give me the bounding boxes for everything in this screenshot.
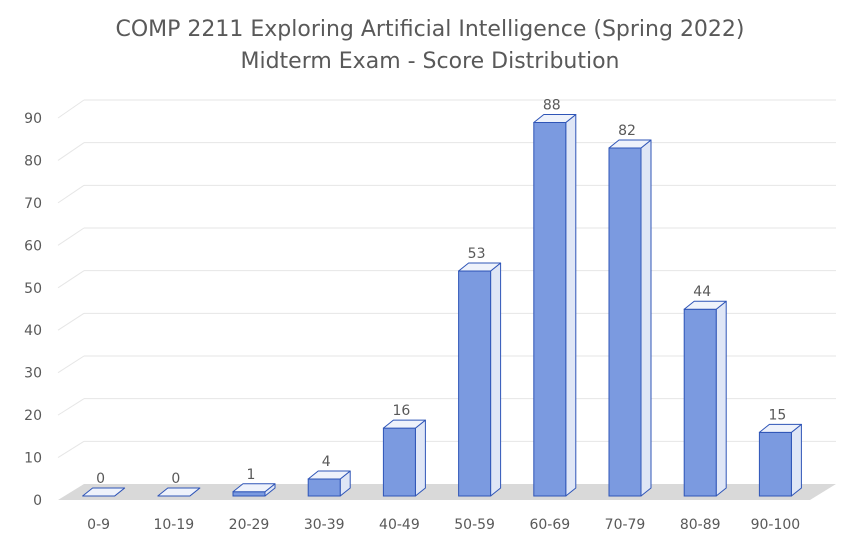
data-label: 4 (322, 454, 331, 470)
y-tick-label: 80 (24, 153, 42, 169)
gridline-side (57, 227, 85, 246)
bar-front-face (458, 270, 492, 497)
x-tick-label: 0-9 (87, 517, 110, 533)
bar-30-39: 4 (307, 454, 351, 497)
bars: 0 0 1 4 16 53 88 82 44 15 (82, 97, 802, 497)
y-axis-ticks: 0 10 20 30 40 50 60 70 80 90 (24, 111, 42, 509)
bar-side-face (640, 139, 652, 497)
bar-front-face (608, 147, 642, 497)
y-tick-label: 60 (24, 238, 42, 254)
x-axis-ticks: 0-9 10-19 20-29 30-39 40-49 50-59 60-69 70-79 80… (87, 517, 800, 533)
bar-top-face (608, 139, 652, 149)
bar-front-face (307, 478, 341, 497)
gridline-side (57, 440, 85, 458)
bar-front-face (382, 427, 416, 497)
data-label: 88 (543, 97, 561, 113)
y-tick-label: 30 (24, 366, 42, 382)
y-tick-label: 50 (24, 281, 42, 297)
data-label: 44 (693, 284, 711, 300)
data-label: 1 (247, 467, 256, 483)
gridline-side (57, 184, 85, 204)
bar-top-face (533, 113, 577, 123)
data-label: 16 (392, 403, 410, 419)
chart-subtitle: Midterm Exam - Score Distribution (240, 49, 619, 74)
data-label: 0 (171, 471, 180, 487)
x-tick-label: 60-69 (529, 517, 570, 533)
bar-side-face (565, 113, 577, 497)
data-label: 0 (96, 471, 105, 487)
bar-top-face (683, 300, 727, 310)
bar-front-face (758, 431, 792, 497)
gridline-side (57, 398, 85, 416)
bar-front-face (533, 121, 567, 497)
bar-10-19: 0 (157, 471, 201, 497)
bar-top-face (382, 419, 426, 429)
bar-side-face (715, 300, 727, 497)
gridline-side (57, 142, 85, 161)
x-tick-label: 70-79 (605, 517, 646, 533)
bar-top-face (758, 423, 802, 433)
y-tick-label: 20 (24, 408, 42, 424)
bar-front-face (232, 491, 266, 497)
data-label: 15 (768, 407, 786, 423)
y-tick-label: 0 (33, 493, 42, 509)
x-tick-label: 40-49 (379, 517, 420, 533)
x-tick-label: 80-89 (680, 517, 721, 533)
gridline-side (57, 355, 85, 374)
chart-title: COMP 2211 Exploring Artificial Intellige… (115, 17, 744, 42)
x-tick-label: 90-100 (751, 517, 801, 533)
y-tick-label: 90 (24, 111, 42, 127)
bar-90-100: 15 (758, 407, 802, 497)
bar-top-face (458, 262, 502, 272)
y-tick-label: 70 (24, 196, 42, 212)
gridline-side (57, 312, 85, 331)
bar-side-face (490, 262, 502, 497)
y-tick-label: 10 (24, 451, 42, 467)
bar-top-face (82, 487, 126, 497)
bar-70-79: 82 (608, 123, 652, 497)
x-tick-label: 20-29 (229, 517, 270, 533)
y-tick-label: 40 (24, 323, 42, 339)
bar-top-face (232, 483, 276, 493)
x-tick-label: 50-59 (454, 517, 495, 533)
bar-40-49: 16 (382, 403, 426, 497)
bar-front-face (683, 308, 717, 497)
bar-top-face (307, 470, 351, 480)
bar-60-69: 88 (533, 97, 577, 497)
bar-50-59: 53 (458, 246, 502, 497)
bar-80-89: 44 (683, 284, 727, 497)
bar-20-29: 1 (232, 467, 276, 497)
x-tick-label: 30-39 (304, 517, 345, 533)
x-tick-label: 10-19 (153, 517, 194, 533)
gridline-side (57, 99, 85, 119)
gridline-side (57, 270, 85, 289)
bar-0-9: 0 (82, 471, 126, 497)
bar-side-face (790, 423, 802, 497)
data-label: 53 (468, 246, 486, 262)
data-label: 82 (618, 123, 636, 139)
bar-top-face (157, 487, 201, 497)
bar-side-face (414, 419, 426, 497)
